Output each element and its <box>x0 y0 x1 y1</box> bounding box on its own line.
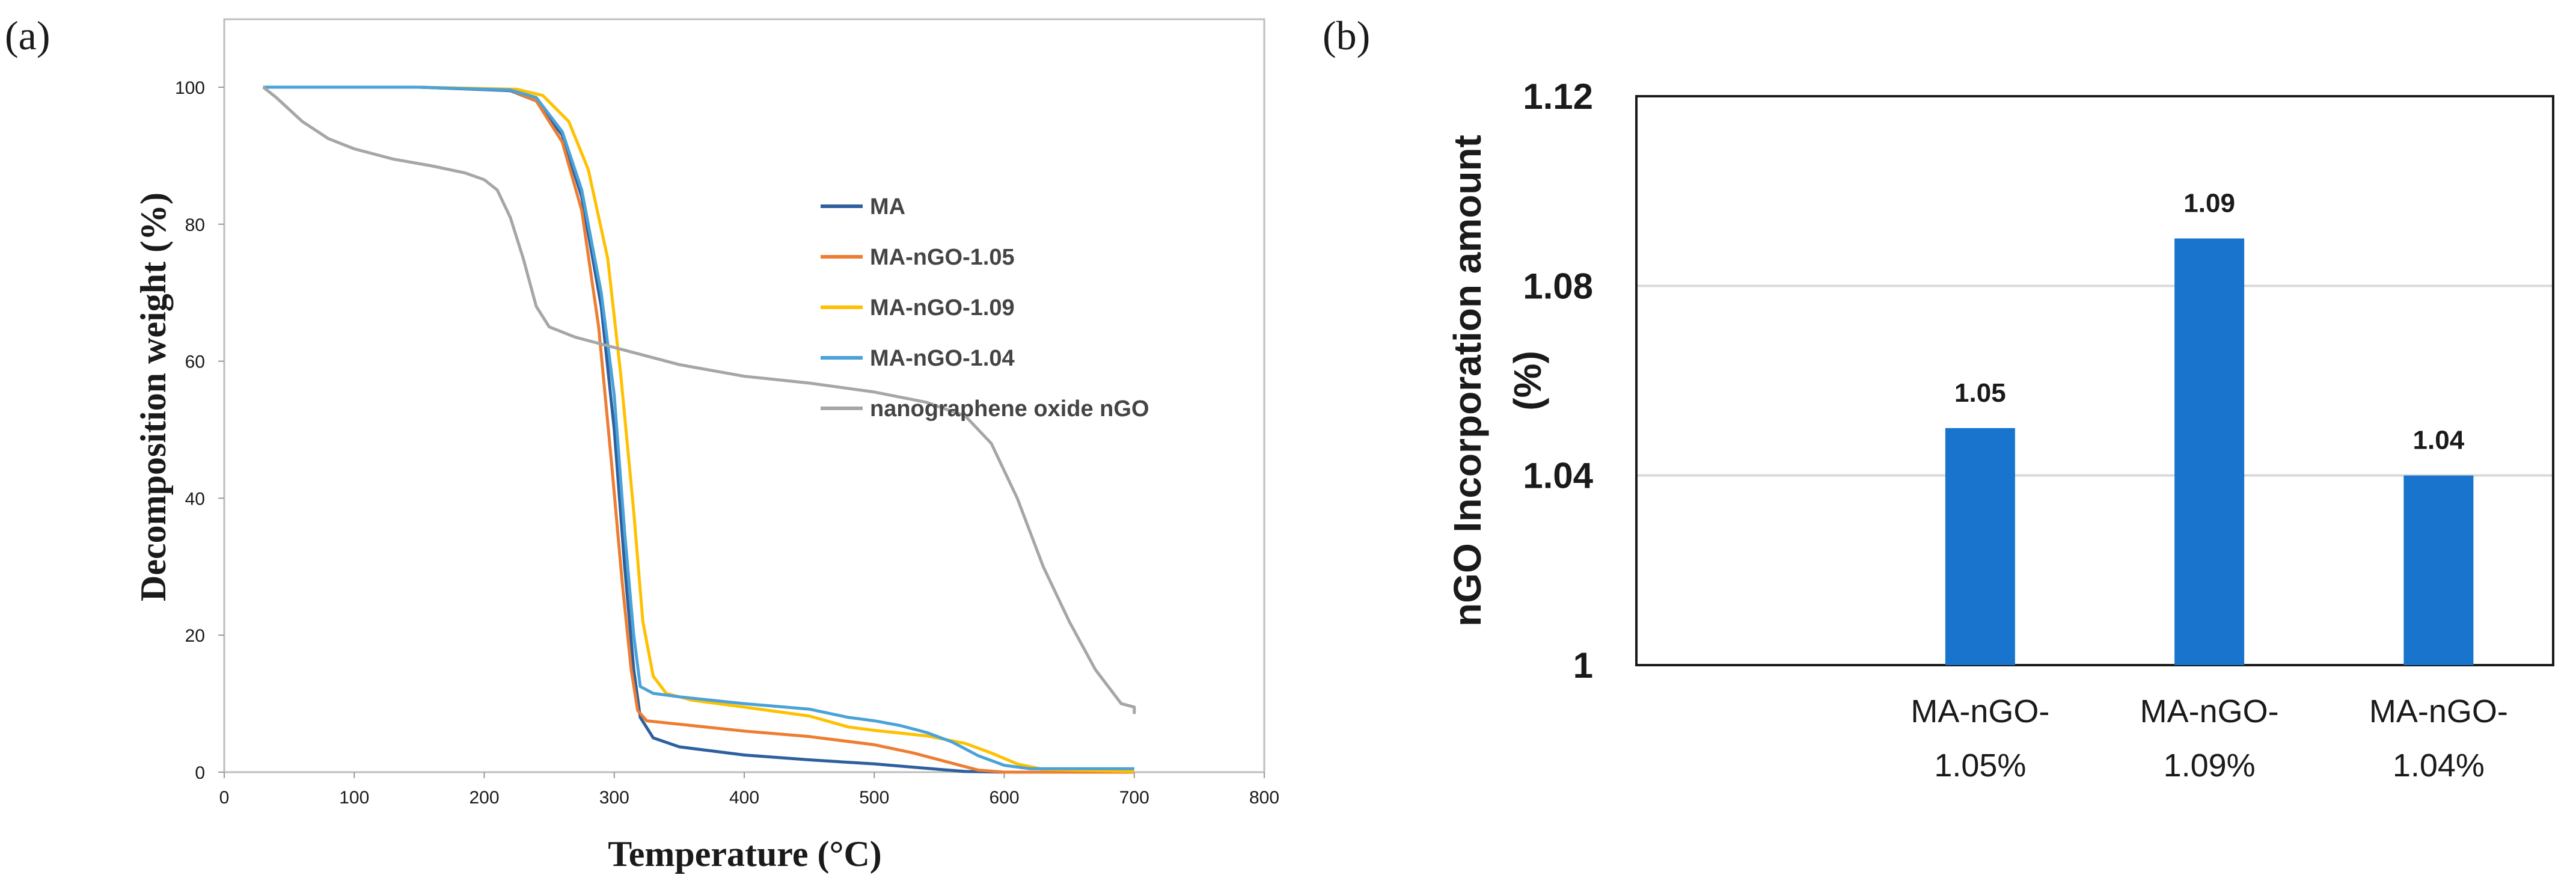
bar-category-label-line1: MA-nGO- <box>1911 693 2049 729</box>
bar-chart: (b) 1 1.04 1.08 1.12 1.05 MA-nGO- 1.05% 1.09 MA… <box>1323 13 2554 784</box>
bar-y-tick-label: 1.04 <box>1523 456 1593 496</box>
tga-y-tick-label: 20 <box>185 626 205 646</box>
tga-axes: 0 20 40 60 80 100 0 100 200 300 400 500 600 700 800 <box>175 78 1279 808</box>
tga-x-tick-label: 200 <box>469 788 499 808</box>
tga-x-tick-label: 400 <box>729 788 759 808</box>
tga-x-tick-label: 100 <box>339 788 369 808</box>
bar-data-label: 1.09 <box>2183 189 2235 218</box>
tga-y-tick-label: 80 <box>185 215 205 235</box>
tga-y-tick-label: 100 <box>175 78 205 98</box>
bar-marks: 1.05 MA-nGO- 1.05% 1.09 MA-nGO- 1.09% 1.04 MA-n… <box>1911 189 2508 784</box>
bar-plot-frame <box>1635 95 2554 666</box>
tga-series-line-1 <box>263 85 1134 774</box>
bar <box>2174 238 2245 665</box>
tga-chart: (a) 0 20 40 60 80 100 0 100 200 300 400 500 600 700 80… <box>5 13 1279 874</box>
bar-data-label: 1.05 <box>1954 378 2006 408</box>
tga-series-line-3 <box>263 85 1134 770</box>
tga-legend-label: MA <box>870 194 905 219</box>
tga-x-tick-label: 300 <box>599 788 629 808</box>
tga-y-tick-label: 40 <box>185 489 205 509</box>
bar-category-label-line1: MA-nGO- <box>2140 693 2279 729</box>
tga-x-tick-label: 500 <box>859 788 889 808</box>
tga-legend-label: MA-nGO-1.09 <box>870 295 1015 321</box>
tga-x-tick-label: 700 <box>1119 788 1149 808</box>
bar-category-label-line2: 1.04% <box>2393 747 2485 784</box>
tga-legend-label: nanographene oxide nGO <box>870 396 1149 422</box>
bar <box>2403 475 2474 665</box>
tga-x-tick-label: 0 <box>219 788 230 808</box>
panel-label-a: (a) <box>5 13 50 58</box>
tga-x-tick-label: 800 <box>1249 788 1279 808</box>
tga-legend-label: MA-nGO-1.04 <box>870 346 1015 371</box>
tga-series-line-0 <box>263 85 1134 774</box>
bar-y-tick-label: 1.08 <box>1523 266 1593 306</box>
tga-y-axis-label: Decomposition weight (%) <box>133 192 173 601</box>
bar-gridlines <box>1636 284 2553 477</box>
tga-x-tick-label: 600 <box>989 788 1019 808</box>
bar-category-label-line2: 1.05% <box>1934 747 2026 784</box>
tga-series-lines <box>262 85 1136 774</box>
bar-y-axis-label-line2: (%) <box>1506 351 1549 411</box>
bar-axes: 1 1.04 1.08 1.12 <box>1523 76 1593 686</box>
tga-legend: MA MA-nGO-1.05 MA-nGO-1.09 MA-nGO-1.04 nanog… <box>821 194 1149 422</box>
bar-y-tick-label: 1 <box>1573 645 1593 686</box>
tga-x-axis-label: Temperature (°C) <box>608 834 882 874</box>
panel-label-b: (b) <box>1323 13 1370 58</box>
tga-series-line-2 <box>263 85 1134 773</box>
tga-y-tick-label: 60 <box>185 352 205 372</box>
tga-plot-frame <box>223 18 1265 773</box>
bar-y-tick-label: 1.12 <box>1523 76 1593 117</box>
tga-legend-label: MA-nGO-1.05 <box>870 245 1015 270</box>
bar-data-label: 1.04 <box>2413 426 2465 455</box>
tga-y-tick-label: 0 <box>195 763 205 783</box>
bar-y-axis-label-line1: nGO Incorporation amount <box>1446 135 1489 627</box>
tga-series-line-4 <box>262 86 1136 714</box>
bar-category-label-line2: 1.09% <box>2164 747 2256 784</box>
bar <box>1945 428 2015 665</box>
bar-category-label-line1: MA-nGO- <box>2369 693 2508 729</box>
